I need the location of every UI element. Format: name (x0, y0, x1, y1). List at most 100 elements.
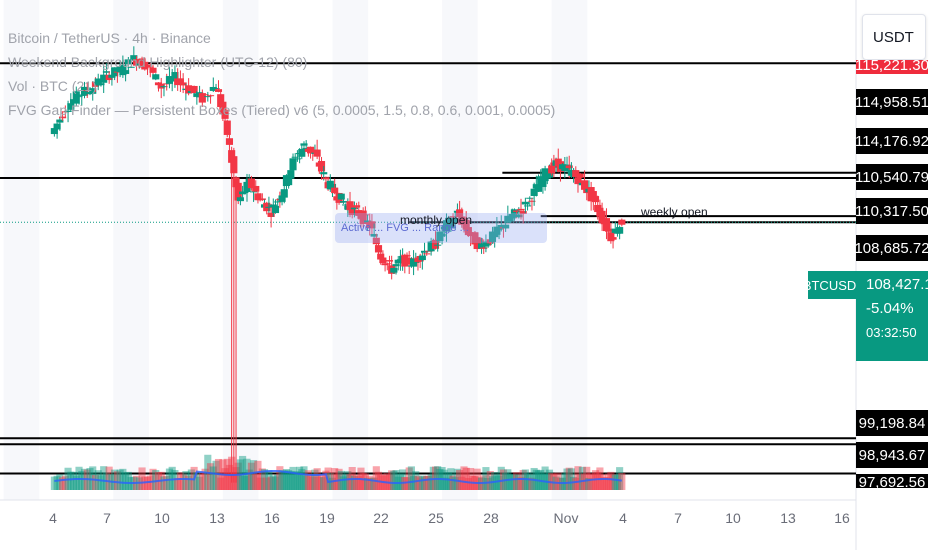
price-tag-114958: 114,958.51 (855, 89, 929, 115)
legend-volume-indicator[interactable]: Vol · BTC (21) (8, 78, 97, 94)
volume-bar (116, 469, 124, 490)
volume-bar (574, 466, 582, 490)
currency-selector[interactable]: USDT (862, 14, 926, 60)
volume-bar (119, 468, 127, 490)
candle-body (250, 191, 258, 193)
candle-body (313, 149, 321, 157)
candle-body (403, 255, 411, 257)
candle-body (434, 244, 442, 246)
candle-body (176, 78, 184, 84)
volume-bar (143, 476, 152, 490)
candle-body (442, 220, 451, 232)
volume-bar (269, 475, 277, 490)
candle-body (368, 221, 376, 229)
candle-body (269, 204, 277, 208)
volume-bar (361, 473, 369, 490)
candle-body (89, 88, 97, 94)
candle-body (598, 210, 606, 223)
volume-bar (313, 468, 321, 490)
volume-bar (111, 469, 119, 490)
volume-bar (456, 470, 464, 490)
candle-body (605, 228, 613, 232)
volume-bar (274, 474, 282, 490)
volume-bar (198, 472, 206, 490)
candle-body (53, 123, 61, 130)
volume-bar (300, 466, 308, 490)
volume-bar (572, 477, 580, 490)
price-tag-99198: 99,198.84 (856, 410, 928, 436)
candle-body (306, 146, 315, 154)
volume-bar (541, 466, 549, 490)
volume-bar (565, 467, 573, 490)
x-tick: 7 (674, 510, 682, 526)
volume-bar (414, 475, 422, 490)
candle-body (526, 197, 534, 199)
volume-bar (515, 474, 523, 490)
candle-body (350, 207, 358, 210)
candle-body (124, 59, 132, 65)
volume-bar (59, 477, 67, 490)
volume-bar (359, 472, 367, 490)
volume-bar (97, 475, 105, 490)
volume-bar (232, 467, 240, 490)
volume-bar (368, 477, 376, 490)
candle-body (241, 191, 249, 194)
candle-body (418, 255, 426, 261)
candle-body (493, 226, 501, 235)
candle-body (392, 264, 400, 267)
volume-bar (293, 471, 301, 490)
volume-bar (561, 472, 569, 490)
weekend-band (222, 0, 259, 500)
candle-body (289, 158, 297, 171)
candle-body (293, 158, 301, 160)
candle-body (201, 94, 209, 96)
volume-bar (517, 477, 525, 490)
volume-bar (451, 477, 459, 490)
candle-body (317, 160, 326, 172)
volume-bar (425, 475, 433, 490)
candle-body (545, 171, 554, 178)
volume-bar (607, 471, 615, 490)
volume-bar (61, 475, 69, 490)
volume-bar (302, 475, 310, 490)
candle-body (168, 77, 176, 82)
volume-bar (163, 475, 171, 490)
legend-title[interactable]: Bitcoin / TetherUS · 4h · Binance (8, 30, 211, 46)
candle-body (528, 200, 536, 202)
volume-bar (311, 469, 319, 490)
candle-body (254, 193, 262, 201)
candle-body (171, 72, 179, 80)
volume-bar (602, 477, 611, 490)
volume-bar (342, 474, 350, 490)
volume-bar (276, 466, 284, 490)
candle-body (515, 214, 523, 218)
volume-bar (598, 474, 606, 490)
candle-body (447, 222, 455, 229)
x-tick: 13 (209, 510, 225, 526)
candle-body (258, 198, 266, 200)
candle-body (609, 237, 617, 240)
legend-fvg-indicator[interactable]: FVG Gap Finder — Persistent Boxes (Tiere… (8, 102, 556, 118)
volume-bar (149, 468, 157, 490)
candle-body (464, 227, 472, 236)
volume-bar (594, 471, 602, 490)
volume-bar (245, 469, 253, 490)
volume-bar (320, 477, 328, 490)
volume-bar (460, 466, 468, 490)
volume-bar (587, 472, 595, 490)
volume-bar (263, 477, 271, 490)
volume-bar (168, 466, 176, 490)
volume-bar (212, 460, 220, 490)
weekend-band (3, 0, 40, 500)
candle-body (214, 89, 223, 92)
volume-bar (589, 474, 597, 490)
volume-bar (250, 460, 258, 490)
volume-bar (502, 472, 510, 490)
candle-body (449, 216, 457, 218)
volume-bar (258, 468, 266, 490)
candle-body (591, 196, 600, 203)
volume-bar (488, 476, 497, 490)
volume-bar (554, 472, 562, 490)
legend-weekend-indicator[interactable]: Weekend Background Highlighter (UTC-12) … (8, 54, 308, 70)
